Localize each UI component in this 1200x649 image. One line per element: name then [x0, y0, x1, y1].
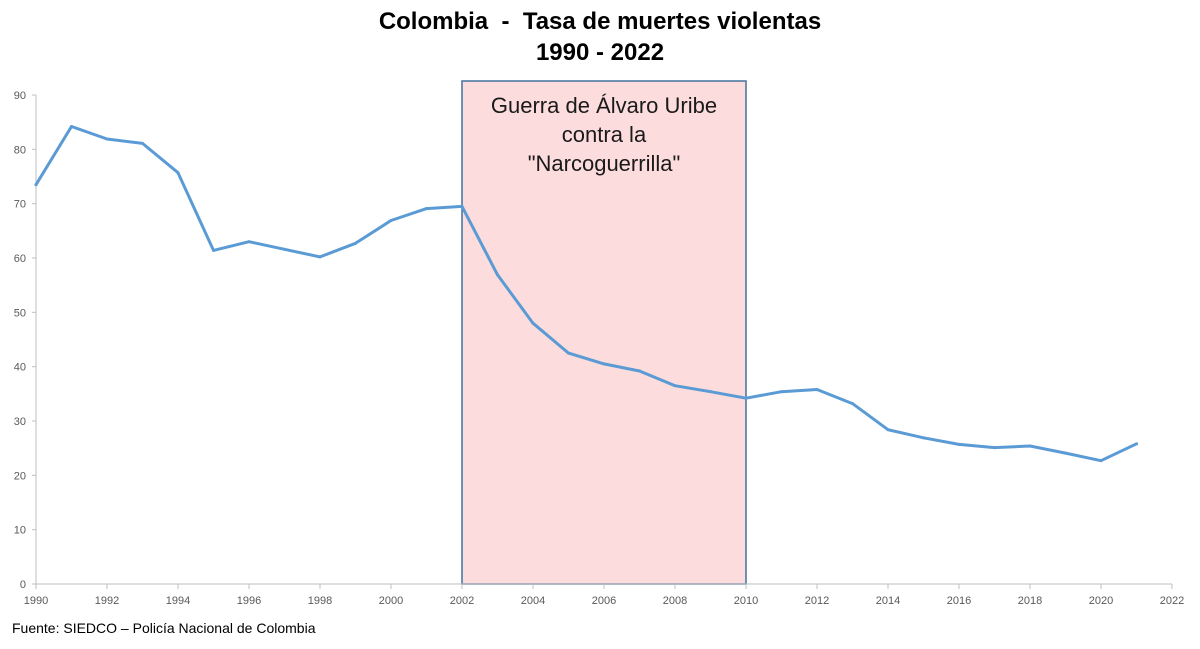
source-note: Fuente: SIEDCO – Policía Nacional de Col… [12, 620, 316, 636]
x-tick-label: 2014 [876, 595, 900, 607]
annotation-text-line-1: Guerra de Álvaro Uribe [491, 93, 717, 118]
x-tick-label: 1996 [237, 595, 261, 607]
data-point [851, 402, 854, 406]
x-tick-label: 2006 [592, 595, 616, 607]
data-point [815, 387, 819, 391]
data-point [886, 428, 890, 432]
data-point [105, 137, 109, 141]
data-point [638, 369, 641, 373]
x-tick-label: 2016 [947, 595, 971, 607]
data-point [1028, 444, 1032, 448]
x-tick-label: 2000 [379, 595, 403, 607]
x-tick-label: 2004 [521, 595, 545, 607]
data-point [673, 384, 677, 388]
data-point [531, 321, 535, 325]
y-tick-label: 30 [14, 416, 26, 428]
chart-title-line-2: 1990 - 2022 [535, 39, 665, 66]
axes: 0 10 20 30 40 50 60 70 80 90 1990 1992 1994 1996 1998 2… [14, 90, 1184, 607]
data-point [496, 273, 499, 277]
data-point [425, 207, 428, 211]
x-tick-label: 2022 [1160, 595, 1184, 607]
y-tick-label: 20 [14, 470, 26, 482]
data-point [34, 183, 38, 187]
y-tick-label: 60 [14, 253, 26, 265]
y-tick-label: 80 [14, 144, 26, 156]
x-tick-label: 2008 [663, 595, 687, 607]
data-point [283, 247, 286, 251]
data-point [1099, 459, 1103, 463]
x-tick-label: 1998 [308, 595, 332, 607]
data-point [957, 442, 961, 446]
y-tick-label: 70 [14, 199, 26, 211]
chart-title: Colombia - Tasa de muertes violentas 199… [0, 6, 1200, 68]
data-point [993, 446, 996, 450]
x-tick-label: 1992 [95, 595, 119, 607]
annotation-box [461, 80, 747, 585]
data-point [389, 219, 393, 223]
series-line [34, 125, 1138, 463]
data-point [602, 362, 606, 366]
annotation-text-line-3: "Narcoguerrilla" [528, 151, 681, 176]
data-point [141, 141, 144, 145]
x-tick-label: 2018 [1018, 595, 1042, 607]
data-point [709, 390, 712, 394]
x-tick-label: 2012 [805, 595, 829, 607]
data-point [70, 125, 73, 129]
data-point [744, 396, 748, 400]
data-point [212, 248, 215, 252]
y-tick-label: 40 [14, 362, 26, 374]
data-point [567, 351, 570, 355]
data-point [176, 171, 180, 175]
data-point [354, 241, 357, 245]
series-group [34, 125, 1138, 463]
data-point [780, 390, 783, 394]
annotation-text-line-2: contra la [562, 122, 647, 147]
chart-title-line-1: Colombia - Tasa de muertes violentas [378, 8, 822, 35]
data-point [247, 240, 251, 244]
y-tick-label: 0 [20, 579, 26, 591]
y-tick-label: 50 [14, 307, 26, 319]
y-tick-label: 10 [14, 525, 26, 537]
x-tick-label: 1990 [24, 595, 48, 607]
data-point [1135, 442, 1138, 446]
data-point [1064, 451, 1067, 455]
annotation-group: Guerra de Álvaro Uribe contra la "Narcog… [461, 80, 747, 585]
x-tick-label: 2010 [734, 595, 758, 607]
x-tick-label: 2002 [450, 595, 474, 607]
data-point [318, 255, 322, 259]
x-tick-label: 2020 [1089, 595, 1113, 607]
y-tick-label: 90 [14, 90, 26, 102]
data-point [922, 436, 925, 440]
data-point [460, 204, 464, 208]
x-tick-label: 1994 [166, 595, 190, 607]
